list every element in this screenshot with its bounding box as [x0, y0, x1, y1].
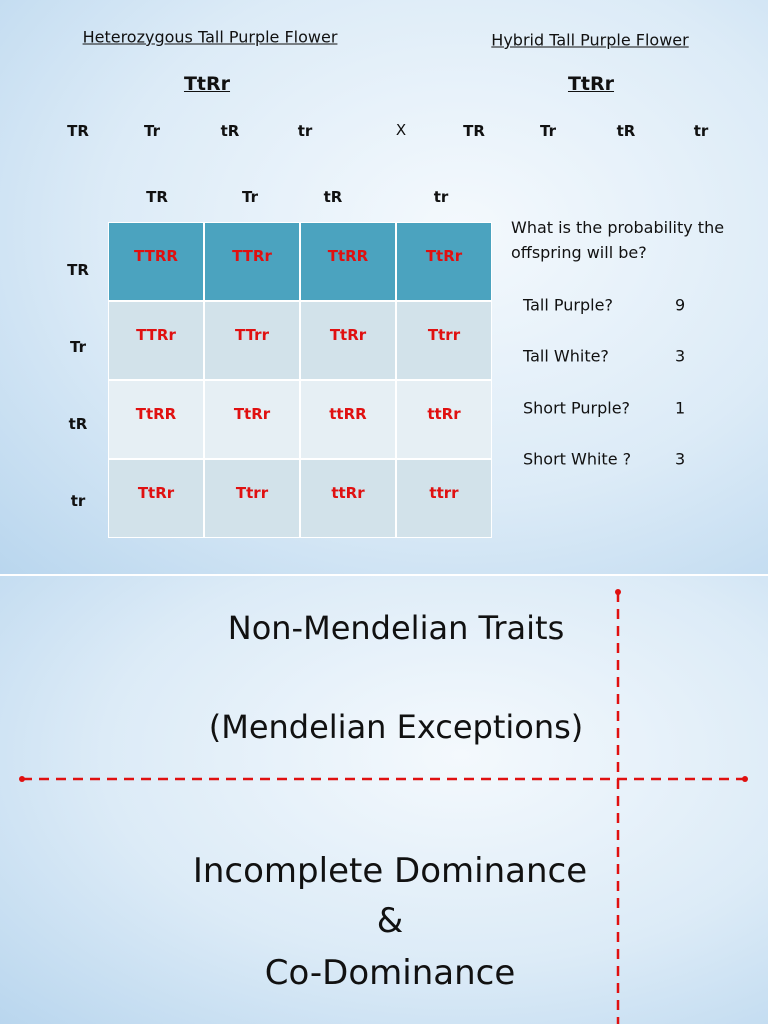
answer-label: Tall White?	[523, 346, 609, 366]
punnett-cell: TTRR	[108, 222, 204, 301]
punnett-cell: TtRr	[204, 380, 300, 459]
punnett-cell: TTRr	[204, 222, 300, 301]
punnett-cell: TtRr	[396, 222, 492, 301]
row-header: tR	[68, 415, 88, 433]
topic-line: Incomplete Dominance	[192, 851, 588, 891]
punnett-cell: ttRR	[300, 380, 396, 459]
question: What is the probability the offspring wi…	[511, 218, 725, 262]
divider-lines	[19, 589, 748, 1024]
punnett-cell: TTrr	[204, 301, 300, 380]
answer-value: 1	[675, 398, 686, 418]
parent-title: Heterozygous Tall Purple Flower	[82, 27, 338, 47]
punnett-cell: ttrr	[396, 459, 492, 538]
answer-label: Short White ?	[523, 449, 632, 469]
punnett-cell: ttRr	[300, 459, 396, 538]
title-slide: Non-Mendelian Traits (Mendelian Exception…	[0, 576, 768, 1024]
column-header: tr	[433, 188, 449, 206]
dot	[615, 589, 621, 595]
parent-title: Hybrid Tall Purple Flower	[491, 30, 689, 50]
topic-line: Co-Dominance	[264, 953, 516, 993]
gamete: tR	[220, 122, 240, 140]
slide-subtitle: (Mendelian Exceptions)	[208, 708, 584, 746]
answer-value: 3	[675, 449, 686, 469]
slide-title: Non-Mendelian Traits	[227, 609, 565, 647]
topic-line: &	[376, 901, 404, 941]
gamete: tr	[693, 122, 709, 140]
punnett-cell: ttRr	[396, 380, 492, 459]
gamete: tr	[297, 122, 313, 140]
punnett-cell: TtRr	[108, 459, 204, 538]
dot	[19, 776, 25, 782]
row-header: tr	[70, 492, 86, 510]
gamete: TR	[67, 122, 89, 140]
punnett-cell: Ttrr	[204, 459, 300, 538]
gamete: Tr	[144, 122, 160, 140]
punnett-cell: TtRR	[300, 222, 396, 301]
answer-label: Short Purple?	[523, 398, 631, 418]
gamete: TR	[463, 122, 485, 140]
punnett-cell: TtRR	[108, 380, 204, 459]
genotype: TtRr	[183, 73, 231, 95]
answer-value: 9	[675, 295, 686, 315]
row-header: TR	[67, 261, 89, 279]
dot	[742, 776, 748, 782]
answer-value: 3	[675, 346, 686, 366]
cross-sign: X	[395, 121, 407, 139]
punnett-cell: TTRr	[108, 301, 204, 380]
punnett-cell: Ttrr	[396, 301, 492, 380]
column-header: tR	[323, 188, 343, 206]
column-header: TR	[146, 188, 168, 206]
gamete: tR	[616, 122, 636, 140]
gamete: Tr	[540, 122, 556, 140]
column-header: Tr	[242, 188, 258, 206]
punnett-slide: Heterozygous Tall Purple Flower Hybrid Ta…	[0, 0, 768, 574]
genotype: TtRr	[567, 73, 615, 95]
answer-label: Tall Purple?	[523, 295, 613, 315]
punnett-cell: TtRr	[300, 301, 396, 380]
row-header: Tr	[70, 338, 86, 356]
